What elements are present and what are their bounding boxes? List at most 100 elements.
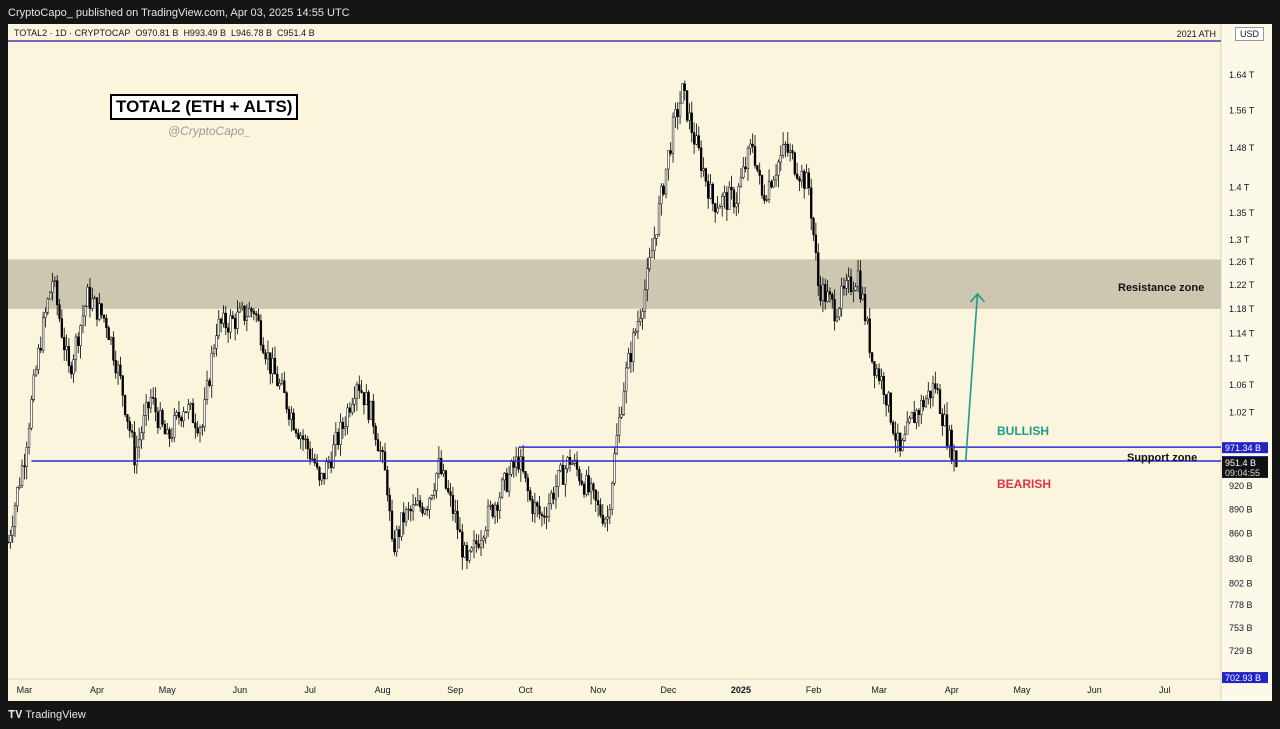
price-badge-label: 702.93 B: [1225, 673, 1261, 683]
candle-body: [903, 433, 907, 441]
candle-body: [662, 185, 665, 195]
candle-body: [44, 312, 47, 318]
candle-body: [533, 502, 537, 514]
candle-body: [109, 337, 113, 341]
candle-body: [414, 504, 417, 506]
candle-body: [587, 475, 590, 493]
candle-body: [341, 421, 345, 429]
candle-body: [123, 395, 127, 415]
candle-body: [442, 470, 445, 474]
candle-body: [280, 380, 284, 384]
candle-body: [283, 380, 286, 393]
candle-body: [344, 426, 347, 429]
candle-body: [575, 459, 579, 470]
candle-body: [271, 358, 274, 374]
candle-body: [23, 465, 26, 468]
candle-body: [559, 464, 562, 471]
candle-body: [601, 514, 604, 524]
candle-body: [875, 368, 878, 376]
x-tick-label: Jun: [233, 685, 248, 695]
candle-body: [147, 402, 150, 409]
candle-body: [746, 147, 750, 170]
candle-body: [142, 415, 145, 433]
candle-body: [93, 297, 96, 300]
candle-body: [779, 155, 782, 163]
candle-body: [840, 285, 843, 309]
candle-body: [552, 492, 555, 500]
candle-body: [812, 218, 815, 236]
candle-body: [205, 380, 209, 400]
candle-body: [39, 348, 42, 351]
candle-body: [365, 392, 368, 406]
candle-body: [625, 367, 628, 392]
candle-body: [402, 512, 405, 523]
candle-body: [854, 286, 857, 291]
candle-body: [718, 206, 722, 209]
candle-body: [929, 390, 932, 399]
price-axis-panel: [1221, 24, 1272, 701]
candle-body: [121, 375, 124, 396]
candle-body: [388, 494, 391, 512]
candle-body: [119, 364, 122, 377]
candle-body: [152, 397, 155, 399]
candle-body: [522, 456, 525, 472]
candle-body: [540, 513, 544, 516]
candle-body: [948, 429, 951, 446]
price-badge: [1222, 456, 1268, 478]
candle-body: [906, 421, 909, 435]
candle-body: [725, 192, 729, 210]
candle-body: [824, 284, 827, 302]
candle-body: [767, 181, 771, 200]
y-tick-label: 1.1 T: [1229, 354, 1250, 364]
candle-body: [730, 186, 733, 191]
candle-body: [639, 318, 642, 322]
resistance-zone-label: Resistance zone: [1118, 282, 1205, 294]
chart-area[interactable]: 1.64 T 1.56 T 1.48 T 1.4 T 1.35 T 1.3 T 1.26 T…: [8, 24, 1272, 701]
candle-body: [102, 314, 106, 319]
candle-body: [407, 508, 410, 511]
candle-body: [252, 310, 256, 314]
candle-body: [8, 541, 10, 544]
candle-body: [196, 427, 199, 434]
candle-body: [650, 250, 654, 258]
candle-body: [585, 475, 588, 495]
candle-body: [56, 280, 59, 305]
candle-body: [297, 432, 300, 439]
candle-body: [596, 500, 600, 506]
candle-body: [145, 402, 148, 416]
candle-body: [788, 150, 792, 153]
price-badge: [1222, 672, 1268, 684]
candle-body: [646, 268, 649, 291]
candle-body: [264, 352, 267, 360]
candle-body: [426, 509, 429, 511]
candle-body: [510, 461, 513, 475]
candle-body: [915, 410, 918, 424]
price-chart[interactable]: 1.64 T 1.56 T 1.48 T 1.4 T 1.35 T 1.3 T 1.26 T…: [8, 24, 1272, 701]
candle-body: [849, 276, 853, 293]
candle-body: [702, 168, 705, 171]
published-text: CryptoCapo_ published on TradingView.com…: [8, 7, 350, 19]
candle-body: [334, 432, 337, 445]
candle-body: [112, 337, 115, 361]
x-tick-label: Mar: [17, 685, 33, 695]
candle-body: [493, 504, 497, 517]
candle-body: [704, 168, 707, 182]
candle-body: [88, 286, 92, 309]
candle-body: [643, 289, 647, 312]
candle-body: [847, 276, 850, 281]
candle-body: [266, 352, 270, 360]
candle-body: [475, 540, 478, 545]
candle-body: [215, 335, 218, 349]
candle-body: [11, 526, 14, 536]
candle-body: [346, 407, 349, 427]
candle-body: [723, 192, 726, 197]
candle-body: [828, 291, 832, 295]
candle-body: [81, 315, 85, 326]
x-tick-label: Jul: [304, 685, 316, 695]
candle-body: [362, 392, 366, 406]
candle-body: [772, 179, 775, 188]
candle-body: [496, 504, 499, 511]
resistance-zone-band: [8, 259, 1221, 309]
candle-body: [77, 336, 80, 346]
currency-selector[interactable]: USD: [1234, 27, 1264, 41]
